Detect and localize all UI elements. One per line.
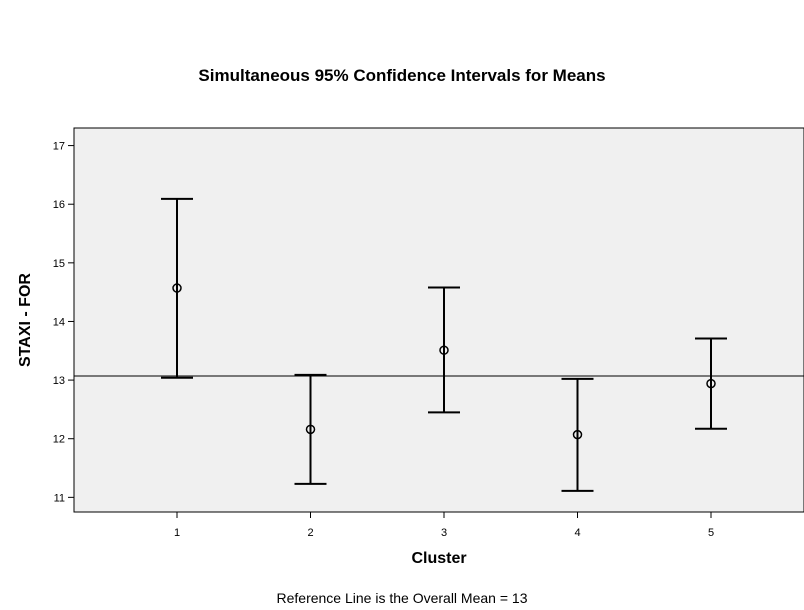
y-tick-label: 17 [53,141,65,153]
x-tick-label: 1 [174,527,180,539]
y-tick-label: 16 [53,199,65,211]
y-tick-label: 13 [53,375,65,387]
y-tick-label: 11 [54,492,65,504]
plot-area [73,127,804,513]
x-tick-label: 3 [441,527,447,539]
x-tick-label: 4 [574,527,580,539]
y-tick-label: 15 [53,258,65,270]
mean-point-5 [706,378,716,389]
mean-point-3 [439,345,449,355]
chart-title: Simultaneous 95% Confidence Intervals fo… [198,66,606,85]
x-tick-label: 5 [708,527,714,539]
mean-point-2 [305,424,316,435]
x-tick-label: 2 [307,527,313,539]
mean-point-1 [172,283,182,293]
y-tick-label: 14 [53,316,65,328]
reference-line-note: Reference Line is the Overall Mean = 13 [276,590,528,606]
y-tick-label: 12 [53,434,65,446]
x-axis-label: Cluster [411,550,467,567]
mean-point-4 [572,429,583,440]
